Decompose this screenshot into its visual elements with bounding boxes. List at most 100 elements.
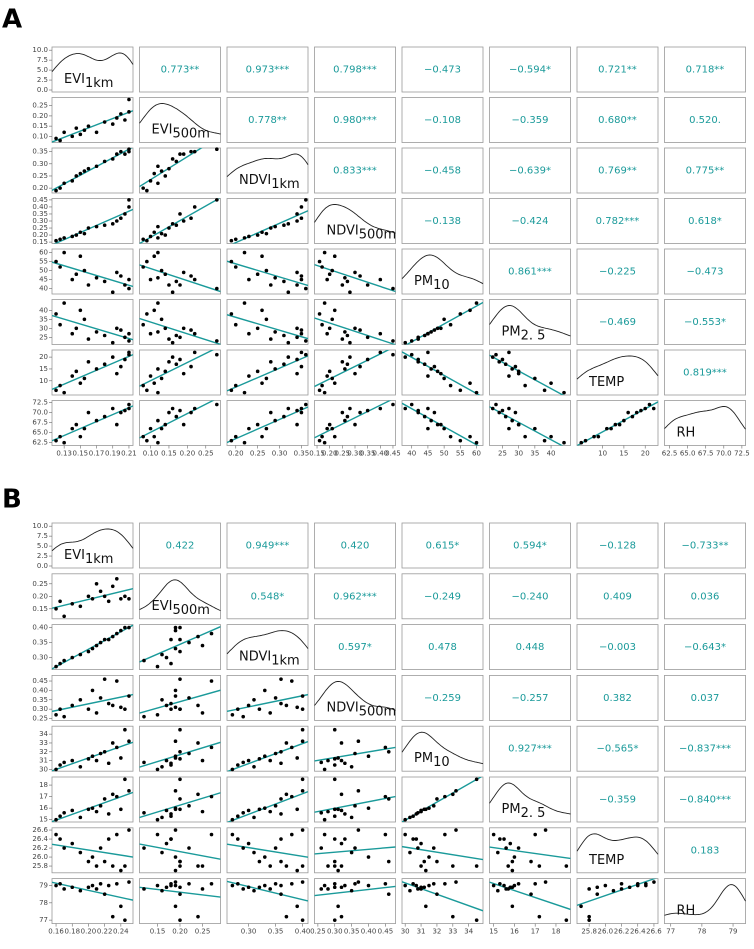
density-curve [139, 103, 221, 135]
correlation: 0.594* [513, 541, 547, 552]
variable-name-sub: 2. 5 [521, 806, 546, 821]
scatter-point [181, 270, 186, 275]
scatter-point [300, 789, 305, 793]
x-tick-label: 0.16 [48, 928, 64, 936]
scatter-point [279, 837, 283, 841]
scatter-point [98, 804, 103, 808]
scatter-point [173, 883, 178, 888]
scatter-point [178, 677, 182, 681]
cell-frame [401, 675, 484, 721]
scatter-point [152, 308, 157, 313]
correlation: 0.548* [251, 591, 285, 602]
correlation: 0.819*** [683, 368, 727, 379]
correlation: 0.775** [686, 166, 725, 177]
scatter-point [330, 376, 335, 381]
scatter-point [127, 277, 131, 282]
fit-line [139, 886, 221, 898]
variable-name-sub: 1km [271, 653, 299, 668]
scatter-point [416, 887, 420, 891]
scatter-point [424, 868, 428, 873]
scatter-point [127, 110, 131, 114]
scatter-point [192, 205, 197, 209]
scatter-point [173, 625, 178, 630]
scatter-point [173, 807, 178, 812]
density-curve [489, 782, 571, 815]
y-tick-label: 72.5 [32, 399, 48, 407]
scatter-point [295, 270, 299, 275]
variable-name-main: PM [502, 802, 521, 817]
scatter-point [320, 434, 324, 439]
scatter-point [236, 837, 240, 841]
y-tick-label: 33 [39, 739, 48, 747]
scatter-point [246, 758, 251, 763]
cell-frame [664, 827, 746, 874]
scatter-point [451, 864, 455, 868]
cell-frame [139, 400, 221, 446]
scatter-point [169, 837, 173, 841]
scatter-point [236, 814, 240, 819]
x-tick-label: 20 [641, 450, 650, 458]
variable-name-main: NDVI [327, 700, 359, 715]
scatter-point [148, 374, 153, 378]
cell-frame [314, 349, 396, 396]
y-tick-label: 5.0 [37, 66, 48, 74]
cell-frame [314, 878, 396, 924]
scatter-point [562, 440, 566, 445]
scatter-point [304, 339, 308, 343]
scatter-point [148, 234, 153, 239]
scatter-point [458, 312, 463, 316]
scatter-point [119, 216, 123, 220]
scatter-point [273, 751, 278, 756]
scatter-point [299, 328, 304, 332]
scatter-point [358, 274, 362, 278]
scatter-point [336, 807, 340, 812]
scatter-point [365, 283, 370, 287]
cell-frame [489, 147, 571, 194]
scatter-point [300, 707, 305, 711]
scatter-point [533, 832, 537, 837]
scatter-point [300, 739, 305, 743]
scatter-point [102, 414, 107, 419]
correlation: −0.003 [599, 642, 636, 653]
scatter-point [94, 418, 99, 423]
scatter-point [127, 402, 131, 407]
scatter-point [339, 758, 344, 763]
density-curve [51, 52, 134, 72]
scatter-point [332, 727, 337, 732]
scatter-point [383, 881, 388, 886]
cell-frame [139, 46, 221, 93]
scatter-point [82, 231, 87, 236]
scatter-point [348, 355, 352, 359]
correlation: 0.718** [686, 65, 725, 76]
scatter-point [386, 797, 391, 801]
scatter-point [152, 171, 157, 176]
scatter-point [426, 426, 430, 431]
scatter-point [431, 846, 436, 850]
scatter-point [123, 707, 127, 711]
scatter-point [474, 918, 479, 922]
scatter-point [260, 230, 264, 235]
scatter-point [173, 705, 178, 710]
scatter-point [90, 646, 95, 651]
scatter-point [209, 679, 214, 683]
scatter-point [304, 286, 308, 291]
y-tick-label: 2.5 [37, 76, 48, 84]
x-tick-label: 60 [472, 450, 481, 458]
scatter-point [178, 859, 182, 864]
scatter-point [246, 841, 251, 846]
x-tick-label: 67.5 [698, 450, 714, 458]
scatter-point [497, 410, 502, 415]
cell-frame [226, 573, 309, 620]
y-tick-label: 0.30 [32, 160, 48, 168]
variable-name-sub: 500m [359, 704, 396, 719]
scatter-point [343, 367, 347, 371]
cell-frame [489, 198, 571, 244]
scatter-point [178, 408, 182, 413]
scatter-point [284, 741, 289, 745]
scatter-point [58, 237, 62, 242]
scatter-point [451, 792, 455, 797]
scatter-point [263, 754, 267, 758]
cell-frame [139, 522, 221, 569]
fit-line [402, 881, 483, 912]
